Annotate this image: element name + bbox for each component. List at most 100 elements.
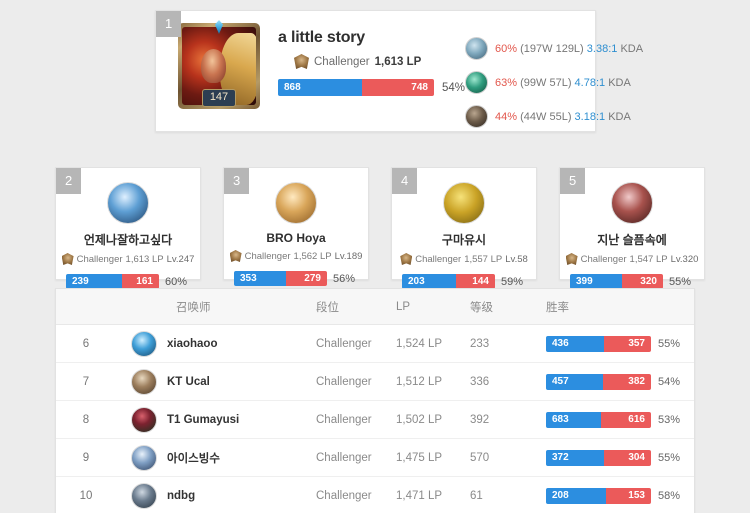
summoner-name[interactable]: xiaohaoo — [167, 337, 218, 350]
challenger-emblem-icon — [61, 253, 74, 265]
winrate-percent: 55% — [658, 451, 681, 464]
table-row[interactable]: 10 ndbg Challenger 1,471 LP 61 208 153 5… — [56, 477, 694, 513]
summoner-name[interactable]: 언제나잘하고싶다 — [83, 233, 173, 247]
row-summoner-cell[interactable]: 아이스빙수 — [116, 444, 316, 471]
winloss-bar: 239 161 — [66, 274, 159, 289]
champion-stat-row[interactable]: 60% (197W 129L) 3.38:1 KDA — [465, 37, 643, 60]
header-level: 等级 — [470, 301, 493, 314]
champion-record: (99W 57L) — [520, 76, 572, 89]
champion-record: (197W 129L) — [520, 42, 584, 55]
wins-segment: 239 — [66, 274, 122, 289]
row-lp: 1,524 LP — [396, 337, 443, 350]
row-tier: Challenger — [316, 489, 372, 502]
winrate-percent: 56% — [333, 272, 356, 285]
wins-segment: 399 — [570, 274, 622, 289]
champion-kda: 3.18:1 — [574, 110, 606, 123]
wins-segment: 868 — [278, 79, 362, 96]
challenger-emblem-icon — [565, 253, 578, 265]
winrate-percent: 55% — [658, 337, 681, 350]
row-level: 336 — [470, 375, 490, 388]
row-summoner-cell[interactable]: xiaohaoo — [116, 330, 316, 357]
champion-winrate: 60% — [495, 42, 518, 55]
row-tier: Challenger — [316, 451, 372, 464]
row-summoner-cell[interactable]: ndbg — [116, 482, 316, 509]
row-lp: 1,512 LP — [396, 375, 443, 388]
summoner-name[interactable]: 구마유시 — [441, 233, 487, 247]
table-row[interactable]: 7 KT Ucal Challenger 1,512 LP 336 457 38… — [56, 363, 694, 401]
winrate-percent: 53% — [658, 413, 681, 426]
row-winrate-cell: 683 616 53% — [546, 411, 694, 428]
leaderboard-hero-card[interactable]: 1 147 a little story Challenger 1,613 LP — [155, 10, 643, 132]
champion-kda-label: KDA — [620, 42, 644, 55]
rank-badge: 2 — [56, 168, 82, 194]
row-rank: 6 — [82, 337, 90, 350]
summoner-name[interactable]: T1 Gumayusi — [167, 413, 240, 426]
winloss-row: 239 161 60% — [65, 274, 191, 289]
summoner-name[interactable]: a little story — [278, 29, 366, 46]
winloss-bar: 203 144 — [402, 274, 495, 289]
champion-kda-label: KDA — [608, 76, 631, 89]
losses-segment: 357 — [603, 335, 651, 352]
row-lp: 1,471 LP — [396, 489, 443, 502]
row-summoner-cell[interactable]: T1 Gumayusi — [116, 406, 316, 433]
winloss-bar: 868 748 — [278, 79, 434, 96]
rank-badge: 3 — [224, 168, 250, 194]
avatar — [131, 444, 157, 471]
row-tier: Challenger — [316, 413, 372, 426]
rank-badge: 4 — [392, 168, 418, 194]
level-value: Lv.189 — [334, 250, 363, 262]
row-level: 392 — [470, 413, 490, 426]
champion-stat-row[interactable]: 44% (44W 55L) 3.18:1 KDA — [465, 105, 643, 128]
rank-badge: 1 — [156, 11, 182, 37]
wins-segment: 457 — [546, 373, 604, 390]
winloss-row: 399 320 55% — [569, 274, 695, 289]
summoner-name[interactable]: BRO Hoya — [266, 231, 326, 245]
tier-label: Challenger — [244, 250, 291, 262]
wins-segment: 372 — [546, 449, 604, 466]
summoner-name[interactable]: 아이스빙수 — [167, 452, 220, 465]
champion-winrate: 63% — [495, 76, 518, 89]
winloss-bar: 436 357 — [546, 335, 651, 352]
row-lp: 1,475 LP — [396, 451, 443, 464]
row-lp: 1,502 LP — [396, 413, 443, 426]
summoner-name[interactable]: 지난 슬픔속에 — [597, 233, 667, 247]
header-lp: LP — [396, 300, 411, 313]
champion-stat-text: 44% (44W 55L) 3.18:1 KDA — [495, 111, 631, 123]
row-summoner-cell[interactable]: KT Ucal — [116, 368, 316, 395]
wins-segment: 353 — [234, 271, 286, 286]
winloss-bar: 399 320 — [570, 274, 663, 289]
champion-stat-row[interactable]: 63% (99W 57L) 4.78:1 KDA — [465, 71, 643, 94]
avatar — [275, 182, 317, 224]
row-winrate-cell: 372 304 55% — [546, 449, 694, 466]
leaderboard-card-3[interactable]: 3 BRO Hoya Challenger 1,562 LP Lv.189 35… — [223, 167, 369, 286]
lp-value: 1,557 LP — [464, 253, 503, 265]
lp-value: 1,562 LP — [293, 250, 332, 262]
avatar — [131, 330, 157, 357]
winrate-percent: 58% — [658, 489, 681, 502]
header-winrate: 胜率 — [546, 301, 569, 314]
header-tier: 段位 — [316, 301, 339, 314]
summoner-portrait: 147 — [178, 20, 260, 109]
lp-value: 1,547 LP — [629, 253, 668, 265]
table-row[interactable]: 8 T1 Gumayusi Challenger 1,502 LP 392 68… — [56, 401, 694, 439]
champion-winrate: 44% — [495, 110, 518, 123]
champion-kda-label: KDA — [608, 110, 631, 123]
leaderboard-card-4[interactable]: 4 구마유시 Challenger 1,557 LP Lv.58 203 144… — [391, 167, 537, 289]
row-rank: 8 — [82, 413, 90, 426]
leaderboard-card-5[interactable]: 5 지난 슬픔속에 Challenger 1,547 LP Lv.320 399… — [559, 167, 705, 289]
winrate-percent: 54% — [658, 375, 681, 388]
champion-avatar-icon — [465, 37, 489, 60]
row-tier: Challenger — [316, 375, 372, 388]
champion-kda: 3.38:1 — [586, 42, 618, 55]
tier-line: Challenger 1,557 LP Lv.58 — [400, 253, 528, 265]
summoner-name[interactable]: KT Ucal — [167, 375, 210, 388]
leaderboard-card-2[interactable]: 2 언제나잘하고싶다 Challenger 1,613 LP Lv.247 23… — [55, 167, 201, 289]
champion-kda: 4.78:1 — [574, 76, 606, 89]
summoner-name[interactable]: ndbg — [167, 489, 196, 502]
table-row[interactable]: 9 아이스빙수 Challenger 1,475 LP 570 372 304 … — [56, 439, 694, 477]
tier-line: Challenger 1,547 LP Lv.320 — [565, 253, 698, 265]
losses-segment: 382 — [603, 373, 651, 390]
avatar — [131, 406, 157, 433]
table-row[interactable]: 6 xiaohaoo Challenger 1,524 LP 233 436 3… — [56, 325, 694, 363]
